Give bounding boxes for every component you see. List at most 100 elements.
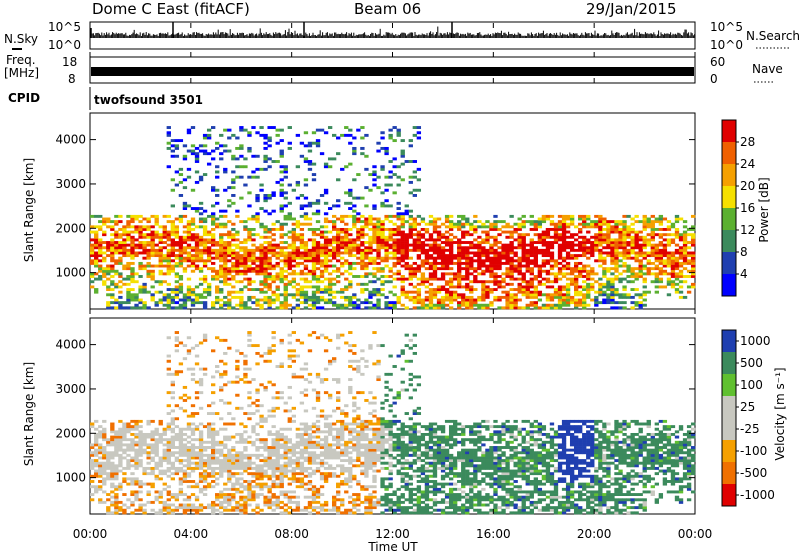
heatmap-cell [574, 275, 579, 278]
heatmap-cell [384, 246, 389, 250]
heatmap-cell [327, 243, 333, 247]
heatmap-cell [598, 230, 603, 234]
heatmap-cell [130, 480, 135, 483]
heatmap-cell [348, 133, 353, 137]
heatmap-cell [332, 264, 337, 268]
heatmap-cell [98, 267, 103, 271]
heatmap-cell [158, 440, 163, 444]
heatmap-cell [565, 241, 571, 244]
heatmap-cell [525, 295, 530, 299]
heatmap-cell [231, 251, 236, 255]
heatmap-cell [485, 290, 490, 294]
heatmap-cell [352, 178, 357, 182]
heatmap-cell [549, 241, 555, 244]
heatmap-cell [678, 251, 684, 255]
heatmap-cell [198, 301, 204, 305]
heatmap-cell [372, 306, 377, 310]
heatmap-cell [311, 241, 317, 244]
heatmap-cell [130, 446, 135, 449]
heatmap-cell [477, 261, 482, 265]
heatmap-cell [162, 254, 167, 258]
heatmap-cell [598, 217, 603, 221]
heatmap-cell [170, 290, 175, 294]
heatmap-cell [146, 493, 151, 496]
heatmap-cell [457, 225, 462, 229]
heatmap-cell [206, 256, 212, 260]
heatmap-cell [311, 261, 317, 265]
heatmap-cell [477, 303, 482, 307]
heatmap-cell [594, 220, 599, 224]
heatmap-cell [380, 146, 385, 150]
heatmap-cell [319, 128, 325, 132]
heatmap-cell [235, 264, 240, 268]
heatmap-cell [590, 254, 595, 258]
heatmap-cell [509, 241, 514, 244]
heatmap-cell [489, 225, 494, 229]
heatmap-cell [432, 241, 438, 244]
heatmap-cell [396, 251, 401, 255]
heatmap-cell [239, 272, 244, 276]
heatmap-cell [682, 261, 688, 265]
heatmap-cell [223, 508, 228, 512]
heatmap-cell [235, 295, 240, 299]
heatmap-cell [271, 191, 276, 195]
heatmap-cell [360, 248, 365, 252]
heatmap-cell [98, 464, 103, 468]
heatmap-cell [650, 251, 655, 255]
heatmap-cell [457, 303, 462, 307]
heatmap-cell [150, 298, 155, 302]
heatmap-cell [219, 264, 224, 268]
heatmap-cell [106, 254, 111, 258]
heatmap-cell [489, 290, 494, 294]
heatmap-cell [162, 459, 167, 463]
heatmap-cell [247, 288, 252, 291]
heatmap-cell [541, 269, 547, 273]
heatmap-cell [90, 493, 95, 496]
heatmap-cell [614, 261, 619, 265]
heatmap-cell [323, 288, 329, 291]
heatmap-cell [582, 275, 587, 278]
heatmap-cell [287, 230, 292, 234]
heatmap-cell [174, 425, 180, 429]
heatmap-cell [416, 269, 422, 273]
heatmap-cell [263, 267, 268, 271]
heatmap-cell [271, 293, 276, 297]
heatmap-cell [614, 269, 619, 273]
heatmap-cell [295, 238, 301, 242]
heatmap-cell [432, 230, 438, 234]
heatmap-cell [174, 469, 180, 473]
heatmap-cell [473, 254, 478, 258]
heatmap-cell [364, 306, 369, 310]
heatmap-cell [259, 269, 264, 273]
heatmap-cell [537, 280, 543, 284]
heatmap-cell [521, 243, 526, 247]
heatmap-cell [666, 251, 672, 255]
heatmap-cell [299, 141, 305, 145]
heatmap-cell [138, 267, 143, 271]
heatmap-cell [206, 453, 212, 457]
heatmap-cell [646, 217, 651, 221]
heatmap-cell [190, 235, 196, 239]
heatmap-cell [102, 480, 107, 483]
heatmap-cell [178, 477, 184, 481]
heatmap-cell [521, 277, 526, 281]
heatmap-cell [206, 238, 212, 242]
heatmap-cell [682, 251, 688, 255]
heatmap-cell [444, 248, 450, 252]
heatmap-cell [448, 282, 454, 286]
heatmap-cell [408, 272, 413, 276]
heatmap-cell [392, 264, 397, 268]
heatmap-cell [215, 269, 220, 273]
heatmap-cell [489, 269, 494, 273]
heatmap-cell [368, 280, 373, 284]
heatmap-cell [110, 477, 115, 481]
heatmap-cell [509, 230, 514, 234]
heatmap-cell [658, 217, 664, 221]
heatmap-cell [142, 264, 147, 268]
heatmap-cell [622, 248, 627, 252]
heatmap-cell [489, 227, 494, 231]
heatmap-cell [368, 251, 373, 255]
heatmap-cell [336, 275, 341, 278]
heatmap-cell [223, 149, 228, 153]
heatmap-cell [198, 451, 204, 455]
